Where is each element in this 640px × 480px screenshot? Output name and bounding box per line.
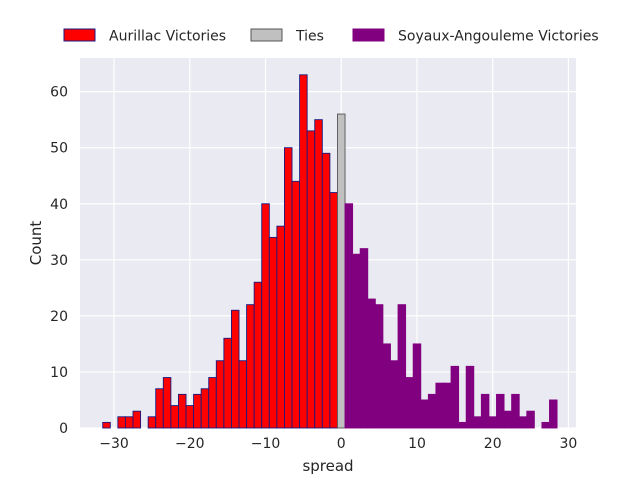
bar-aurillac-victories [284,147,293,429]
bar-aurillac-victories [261,203,270,429]
y-tick-label: 60 [50,85,68,101]
bar-aurillac-victories [276,225,285,429]
bar-soyaux-angouleme-victories [420,399,429,429]
y-axis-label: Count [27,221,45,266]
bar-soyaux-angouleme-victories [480,393,490,429]
bar-soyaux-angouleme-victories [344,203,354,429]
x-axis-label: spread [302,457,353,475]
y-tick-label: 20 [50,309,68,325]
bar-soyaux-angouleme-victories [374,304,384,429]
bar-soyaux-angouleme-victories [390,360,399,429]
bar-soyaux-angouleme-victories [359,248,369,429]
bar-aurillac-victories [208,377,217,429]
bar-soyaux-angouleme-victories [352,253,361,429]
bar-aurillac-victories [314,119,323,429]
bar-aurillac-victories [253,281,263,429]
x-tick-label: −30 [99,436,129,452]
bar-soyaux-angouleme-victories [397,304,407,429]
bar-soyaux-angouleme-victories [511,393,520,429]
bar-soyaux-angouleme-victories [473,416,482,429]
bar-aurillac-victories [155,388,164,429]
bar-soyaux-angouleme-victories [382,343,391,429]
legend-label: Aurillac Victories [109,29,226,45]
bar-soyaux-angouleme-victories [405,377,414,429]
bar-aurillac-victories [162,377,172,429]
legend-swatch [63,28,96,42]
x-tick-label: 20 [484,436,502,452]
y-tick-label: 40 [50,197,68,213]
bar-soyaux-angouleme-victories [435,382,444,429]
y-tick-label: 0 [59,421,68,437]
legend-swatch [352,28,385,42]
bar-soyaux-angouleme-victories [526,410,535,429]
x-tick-label: −20 [175,436,205,452]
bar-soyaux-angouleme-victories [518,416,528,429]
legend-label: Soyaux-Angouleme Victories [398,29,599,45]
bar-aurillac-victories [321,152,331,429]
bar-aurillac-victories [193,393,202,429]
x-tick-label: −10 [251,436,281,452]
bar-soyaux-angouleme-victories [412,343,422,429]
bar-aurillac-victories [306,130,316,429]
y-tick-label: 10 [50,365,68,381]
x-tick-label: 10 [408,436,426,452]
legend-label: Ties [295,29,324,45]
bar-aurillac-victories [329,192,338,429]
bar-aurillac-victories [246,304,255,429]
y-tick-labels: 0 10 20 30 40 50 60 [50,85,68,437]
x-tick-label: 0 [337,436,346,452]
bar-aurillac-victories [231,309,240,429]
bar-soyaux-angouleme-victories [541,421,550,429]
bar-aurillac-victories [124,416,134,429]
bar-aurillac-victories [200,388,210,429]
legend-item-ties: Ties [250,28,324,45]
bar-aurillac-victories [102,421,111,429]
bar-aurillac-victories [147,416,157,429]
x-tick-labels: −30 −20 −10 0 10 20 30 [99,436,577,452]
bar-aurillac-victories [238,360,248,429]
legend-item-soyaux-angouleme-victories: Soyaux-Angouleme Victories [352,28,599,45]
bar-soyaux-angouleme-victories [496,393,505,429]
x-tick-label: 30 [560,436,578,452]
bar-aurillac-victories [185,405,195,429]
bar-aurillac-victories [223,337,232,429]
bar-aurillac-victories [117,416,126,429]
bar-aurillac-victories [132,410,142,429]
y-tick-label: 30 [50,253,68,269]
legend-item-aurillac-victories: Aurillac Victories [63,28,226,45]
bar-soyaux-angouleme-victories [450,365,460,429]
y-tick-label: 50 [50,141,68,157]
bar-aurillac-victories [170,405,179,429]
legend: Aurillac Victories Ties Soyaux-Angouleme V… [63,28,599,45]
bars [102,74,558,429]
bar-aurillac-victories [268,236,278,429]
bar-soyaux-angouleme-victories [427,393,437,429]
legend-swatch [250,28,283,42]
bar-soyaux-angouleme-victories [458,421,467,429]
bar-aurillac-victories [299,74,308,429]
bar-aurillac-victories [177,393,187,429]
bar-soyaux-angouleme-victories [503,410,513,429]
bar-soyaux-angouleme-victories [549,399,558,429]
bar-soyaux-angouleme-victories [465,365,475,429]
bar-aurillac-victories [291,180,301,429]
bar-ties [337,113,346,429]
bar-aurillac-victories [215,360,225,429]
bar-soyaux-angouleme-victories [488,416,497,429]
bar-soyaux-angouleme-victories [443,382,452,429]
bar-soyaux-angouleme-victories [367,298,376,429]
